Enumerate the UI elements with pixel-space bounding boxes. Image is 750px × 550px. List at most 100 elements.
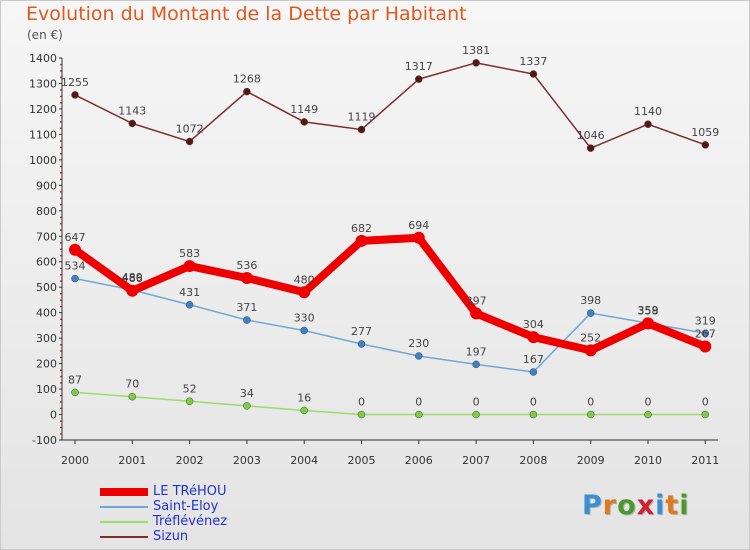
y-minor-tick: [60, 305, 62, 308]
y-minor-tick: [60, 324, 62, 327]
y-minor-tick: [60, 375, 62, 378]
logo-letter: P: [582, 490, 603, 521]
data-point: [357, 410, 366, 419]
data-label: 0: [587, 396, 594, 409]
data-point: [71, 274, 79, 283]
data-label: 1059: [691, 126, 719, 139]
data-point: [470, 307, 483, 320]
data-label: 1119: [348, 111, 376, 124]
y-minor-tick: [60, 70, 62, 72]
data-label: 1046: [577, 129, 605, 142]
y-minor-tick: [60, 356, 62, 359]
data-label: 87: [68, 373, 82, 386]
data-label: 330: [294, 311, 315, 324]
data-point: [243, 402, 251, 410]
data-label: 486: [122, 272, 143, 285]
x-tick-label: 2005: [348, 454, 376, 467]
data-point: [527, 331, 540, 344]
data-point: [701, 410, 710, 419]
y-minor-tick: [60, 293, 62, 295]
y-tick-label: 400: [36, 307, 57, 320]
data-point: [644, 120, 652, 128]
data-label: 489: [122, 271, 143, 284]
legend-item: Saint-Eloy: [100, 499, 227, 514]
y-minor-tick: [60, 153, 62, 155]
data-point: [529, 70, 538, 78]
data-point: [586, 410, 595, 419]
data-point: [355, 234, 368, 247]
x-tick-label: 2002: [176, 454, 204, 467]
data-point: [240, 272, 253, 285]
data-point: [300, 118, 308, 126]
logo-letter: x: [636, 490, 656, 521]
data-point: [183, 260, 196, 273]
x-tick-label: 2010: [634, 454, 662, 467]
data-label: 16: [297, 391, 311, 404]
series-line: [74, 391, 707, 416]
y-minor-tick: [60, 401, 62, 403]
y-tick-label: 600: [36, 256, 57, 269]
data-label: 583: [179, 247, 200, 260]
data-label: 52: [183, 382, 197, 395]
data-label: 480: [294, 273, 315, 286]
data-label: 304: [523, 318, 544, 331]
legend-item: LE TRéHOU: [100, 484, 227, 499]
data-point: [642, 317, 654, 330]
y-minor-tick: [60, 63, 62, 66]
y-minor-tick: [60, 344, 62, 346]
y-tick-label: 1400: [29, 52, 57, 65]
y-tick-label: 200: [36, 358, 57, 371]
data-label: 167: [523, 353, 544, 366]
y-tick-label: 1300: [29, 77, 57, 90]
logo-letter: i: [679, 490, 690, 521]
y-minor-tick: [60, 191, 62, 193]
legend-swatch: [100, 487, 148, 496]
data-label: 252: [580, 331, 601, 344]
data-label: 0: [415, 396, 422, 409]
data-point: [128, 392, 137, 401]
data-point: [71, 91, 79, 99]
y-tick-label: 1000: [29, 154, 57, 167]
logo-letter: o: [617, 490, 637, 521]
y-minor-tick: [60, 433, 62, 435]
data-point: [472, 410, 480, 419]
y-minor-tick: [60, 242, 62, 244]
y-minor-tick: [60, 121, 62, 123]
y-minor-tick: [60, 267, 62, 270]
data-point: [185, 137, 194, 146]
data-point: [412, 231, 425, 244]
data-point: [71, 388, 79, 397]
y-minor-tick: [60, 248, 62, 250]
series-2: [71, 388, 710, 419]
legend: LE TRéHOU Saint-Eloy Tréflévénez Sizun: [100, 484, 227, 544]
x-tick-label: 2000: [61, 454, 89, 467]
series-line: [74, 277, 707, 373]
y-minor-tick: [60, 146, 62, 149]
data-point: [586, 309, 595, 317]
y-tick-label: 800: [36, 205, 57, 218]
logo-letter: r: [602, 490, 618, 521]
x-tick-label: 2007: [462, 454, 490, 467]
data-point: [243, 316, 251, 324]
y-minor-tick: [60, 350, 62, 352]
legend-swatch: [100, 535, 148, 538]
data-label: 1337: [519, 55, 547, 68]
data-point: [701, 141, 710, 149]
legend-label: Saint-Eloy: [153, 499, 219, 514]
series-line: [74, 62, 707, 149]
data-label: 534: [65, 260, 86, 273]
y-minor-tick: [60, 299, 62, 301]
data-label: 319: [695, 314, 716, 327]
y-minor-tick: [60, 216, 62, 219]
y-tick-label: 700: [36, 230, 57, 243]
data-label: 1255: [61, 76, 89, 89]
x-tick-label: 2006: [405, 454, 433, 467]
data-label: 647: [65, 231, 86, 244]
y-minor-tick: [60, 420, 62, 422]
data-label: 1268: [233, 73, 261, 86]
series-0: [69, 231, 712, 357]
y-minor-tick: [60, 426, 62, 429]
legend-item: Sizun: [100, 529, 227, 544]
data-label: 34: [240, 387, 254, 400]
